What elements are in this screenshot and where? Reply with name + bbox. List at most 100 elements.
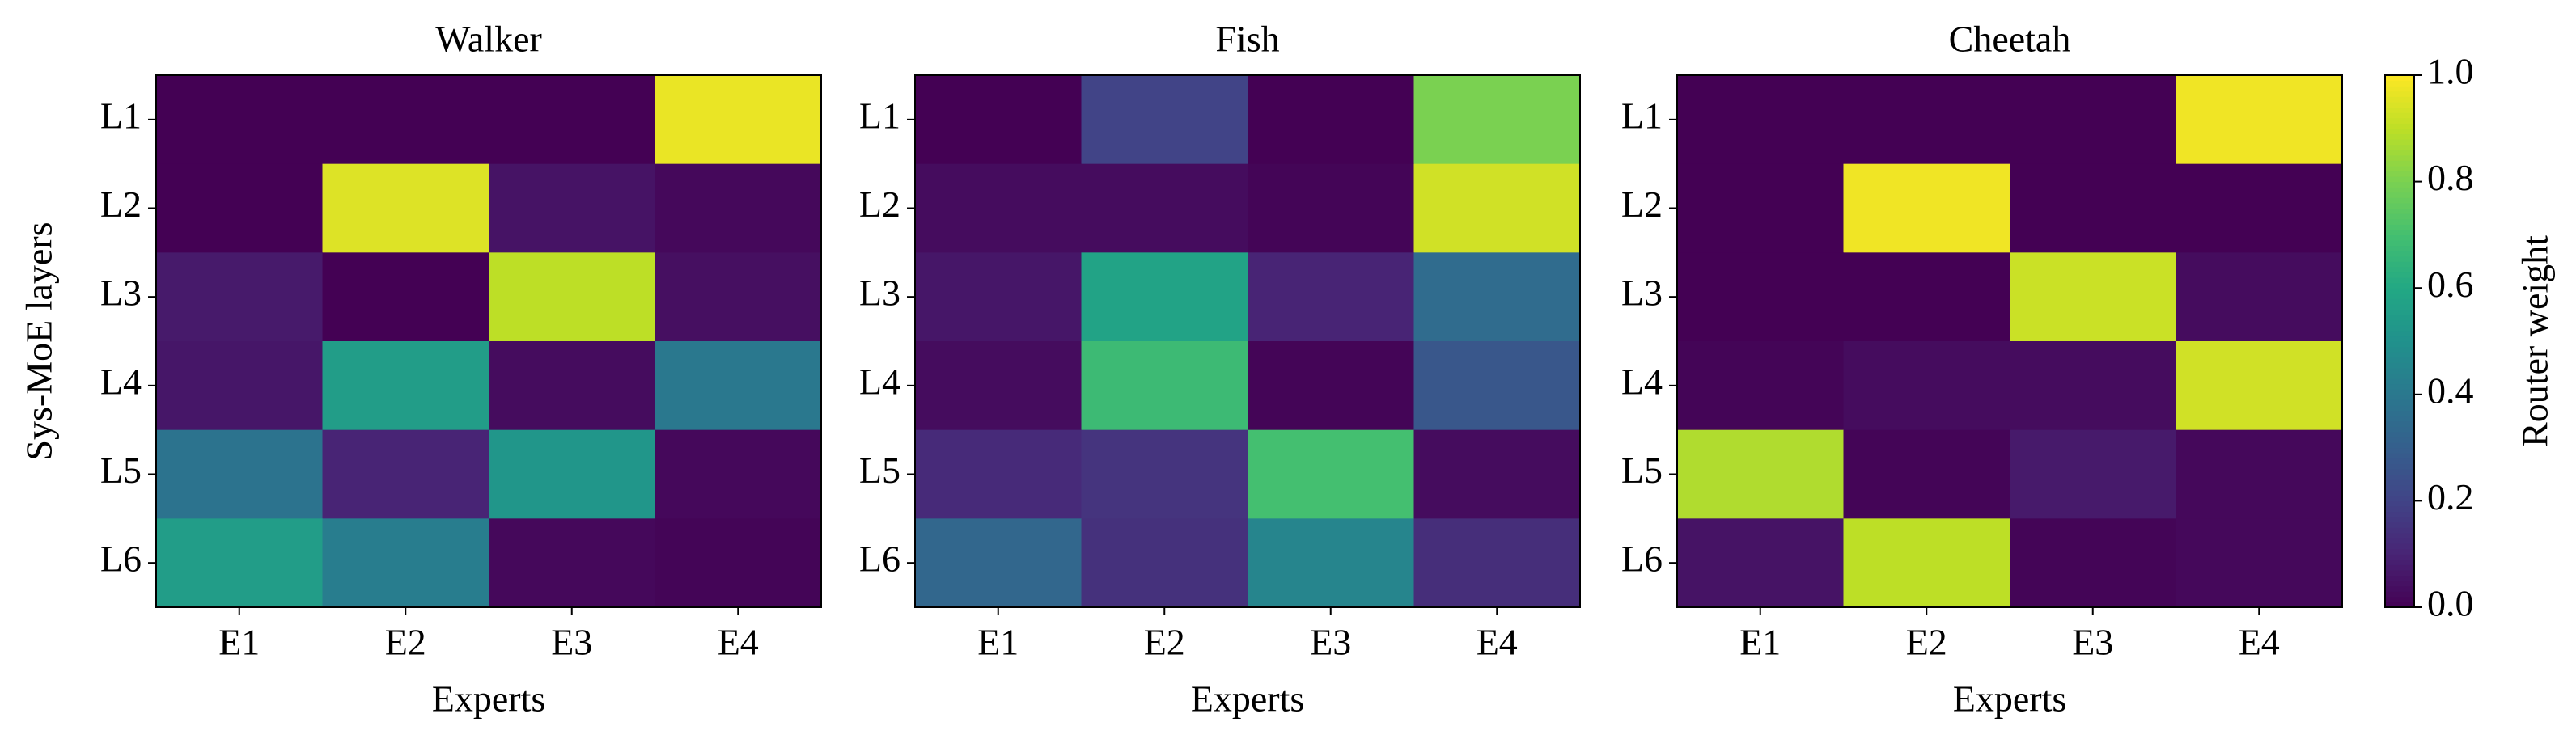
heatmap-cell [2176,75,2343,165]
heatmap-cell [2010,518,2176,608]
y-tick-label: L3 [100,272,142,314]
colorbar-segment [2385,341,2414,348]
colorbar-segment [2385,138,2414,146]
panel-title: Cheetah [1949,19,2071,60]
colorbar-tick-label: 0.4 [2427,370,2474,411]
colorbar-segment [2385,80,2414,87]
heatmap-cell [1248,429,1414,519]
colorbar-segment [2385,309,2414,315]
colorbar-segment [2385,416,2414,422]
y-tick-label: L5 [100,450,142,491]
heatmap-cell [1413,341,1581,431]
heatmap-cell [1081,341,1248,431]
y-tick-label: L2 [100,184,142,225]
colorbar-segment [2385,96,2414,103]
x-axis-label: Experts [1191,678,1305,720]
colorbar-segment [2385,239,2414,247]
colorbar-segment [2385,500,2414,507]
heatmap-cell [915,75,1082,165]
colorbar-segment [2385,86,2414,92]
x-tick-label: E1 [977,622,1019,663]
colorbar-segment [2385,585,2414,592]
heatmap-cell [1677,341,1844,431]
heatmap-cell [1677,163,1844,253]
heatmap-cell [1248,341,1414,431]
colorbar-segment [2385,336,2414,342]
colorbar-segment [2385,224,2414,230]
heatmap-cell [1843,252,2010,342]
heatmap-cell [1081,518,1248,608]
x-tick-label: E2 [1144,622,1185,663]
plot-frame [155,74,822,608]
x-tick-label: E2 [385,622,426,663]
y-tick-label: L6 [1621,538,1663,580]
heatmap-cell [1677,429,1844,519]
colorbar-segment [2385,373,2414,379]
colorbar-segment [2385,171,2414,177]
colorbar-segment [2385,117,2414,124]
y-tick-label: L1 [100,95,142,136]
colorbar-segment [2385,251,2414,257]
colorbar-segment [2385,101,2414,108]
colorbar-segment [2385,229,2414,235]
colorbar-segment [2385,123,2414,129]
heatmap-cell [1677,75,1844,165]
colorbar-segment [2385,133,2414,140]
heatmap-cell [2010,429,2176,519]
heatmap-cell [1248,75,1414,165]
colorbar-frame [2384,74,2415,608]
colorbar-segment [2385,208,2414,214]
colorbar-label: Router weight [2515,235,2556,447]
colorbar-segment [2385,468,2414,475]
colorbar-segment [2385,315,2414,321]
heatmap-cell [1413,429,1581,519]
colorbar-segment [2385,197,2414,204]
heatmap-cell [1081,75,1248,165]
colorbar-segment [2385,213,2414,220]
heatmap-cell [1248,252,1414,342]
heatmap-cell [1677,252,1844,342]
heatmap-cell [156,252,323,342]
colorbar-segment [2385,112,2414,119]
plot-frame [914,74,1581,608]
heatmap-cell [2010,252,2176,342]
y-tick-label: L6 [859,538,900,580]
heatmap-cell [655,252,822,342]
heatmap-cell [1081,429,1248,519]
colorbar-segment [2385,548,2414,555]
heatmap-cell [1843,429,2010,519]
heatmap-cell [1843,518,2010,608]
colorbar-segment [2385,420,2414,427]
colorbar-segment [2385,458,2414,464]
y-tick-label: L4 [100,361,142,402]
colorbar-segment [2385,511,2414,517]
heatmap-cell [156,75,323,165]
colorbar-segment [2385,442,2414,449]
heatmap-cell [156,163,323,253]
colorbar-segment [2385,192,2414,198]
colorbar-segment [2385,474,2414,480]
heatmap-cell [2010,163,2176,253]
colorbar-segment [2385,277,2414,284]
heatmap-cell [1081,252,1248,342]
colorbar-segment [2385,505,2414,513]
colorbar-segment [2385,346,2414,353]
heatmap-cell [655,75,822,165]
y-tick-label: L3 [1621,272,1663,314]
heatmap-cell [1081,163,1248,253]
heatmap-cell [655,163,822,253]
colorbar-segment [2385,367,2414,374]
heatmap-cell [489,252,655,342]
colorbar-segment [2385,538,2414,544]
heatmap-cell [1248,163,1414,253]
colorbar-segment [2385,298,2414,305]
x-tick-label: E4 [718,622,759,663]
heatmap-cell [915,341,1082,431]
colorbar-segment [2385,144,2414,150]
colorbar-segment [2385,426,2414,433]
colorbar-segment [2385,187,2414,193]
heatmap-cell [2176,252,2343,342]
colorbar-segment [2385,564,2414,571]
heatmap-cell [2176,429,2343,519]
heatmap-cell [489,518,655,608]
